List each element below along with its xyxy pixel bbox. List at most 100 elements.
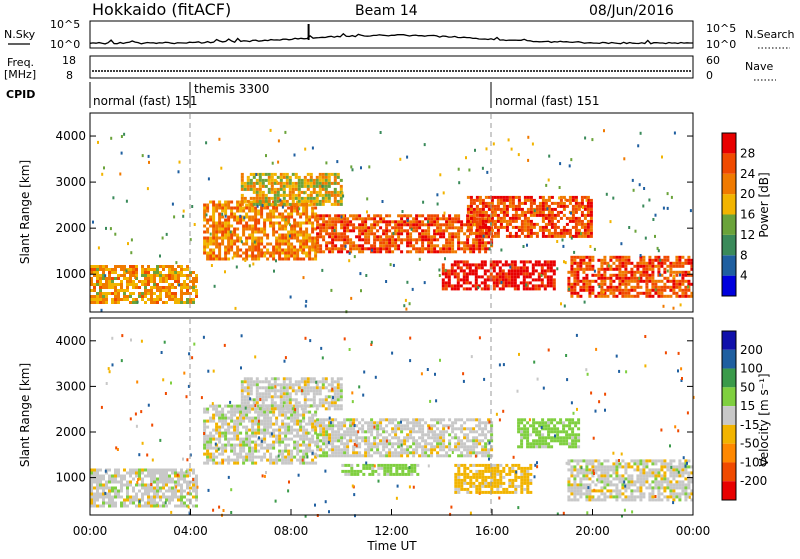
power-cell bbox=[102, 271, 105, 274]
velocity-cell bbox=[457, 439, 460, 442]
velocity-cell bbox=[340, 383, 343, 386]
velocity-cell bbox=[287, 438, 290, 441]
power-scatter-cell bbox=[359, 272, 361, 275]
power-cell bbox=[328, 197, 331, 200]
power-cell bbox=[582, 256, 585, 259]
power-cell bbox=[192, 283, 195, 286]
velocity-cell bbox=[260, 444, 263, 447]
velocity-cell bbox=[334, 386, 337, 389]
power-cell bbox=[358, 250, 361, 253]
velocity-cell bbox=[454, 464, 457, 467]
power-cell bbox=[331, 244, 334, 247]
power-cell bbox=[475, 269, 478, 272]
power-cell bbox=[418, 232, 421, 235]
power-cell bbox=[289, 182, 292, 185]
velocity-cell bbox=[265, 389, 268, 392]
power-cell bbox=[346, 223, 349, 226]
power-scatter-cell bbox=[412, 288, 414, 291]
power-cell bbox=[319, 232, 322, 235]
power-cell bbox=[409, 250, 412, 253]
velocity-cell bbox=[424, 442, 427, 445]
power-cell bbox=[183, 286, 186, 289]
power-cell bbox=[340, 235, 343, 238]
velocity-cell bbox=[472, 418, 475, 421]
power-cell bbox=[624, 283, 627, 286]
power-cell bbox=[280, 179, 283, 182]
velocity-cell bbox=[262, 404, 265, 407]
velocity-cell bbox=[322, 427, 325, 430]
velocity-cell bbox=[209, 447, 212, 450]
power-cell bbox=[227, 216, 230, 219]
power-cell bbox=[445, 250, 448, 253]
power-cell bbox=[457, 281, 460, 284]
power-cell bbox=[287, 213, 290, 216]
velocity-cell bbox=[126, 499, 129, 502]
power-scatter-cell bbox=[436, 193, 438, 196]
power-cell bbox=[639, 262, 642, 265]
power-cell bbox=[251, 246, 254, 249]
velocity-cell bbox=[406, 421, 409, 424]
velocity-cell bbox=[272, 459, 275, 462]
velocity-cell bbox=[135, 475, 138, 478]
velocity-cell bbox=[233, 444, 236, 447]
power-scatter-cell bbox=[321, 185, 323, 188]
power-cell bbox=[358, 238, 361, 241]
velocity-cell bbox=[174, 469, 177, 472]
power-cell bbox=[508, 281, 511, 284]
power-cell bbox=[494, 205, 497, 208]
power-cell bbox=[675, 256, 678, 259]
power-cell bbox=[230, 201, 233, 204]
velocity-cell bbox=[367, 451, 370, 454]
power-cell bbox=[551, 235, 554, 238]
velocity-cell bbox=[385, 451, 388, 454]
velocity-cell bbox=[275, 417, 278, 420]
power-cell bbox=[657, 280, 660, 283]
power-cell bbox=[606, 286, 609, 289]
velocity-cell bbox=[236, 432, 239, 435]
power-cell bbox=[451, 250, 454, 253]
power-cell bbox=[624, 274, 627, 277]
velocity-cell bbox=[319, 392, 322, 395]
power-cell bbox=[227, 237, 230, 240]
power-cell bbox=[259, 182, 262, 185]
power-cell bbox=[275, 207, 278, 210]
velocity-cell bbox=[218, 435, 221, 438]
power-scatter-cell bbox=[97, 141, 99, 144]
velocity-cell bbox=[280, 407, 283, 410]
power-cell bbox=[509, 232, 512, 235]
velocity-cell bbox=[263, 426, 266, 429]
power-cell bbox=[340, 250, 343, 253]
power-cell bbox=[630, 295, 633, 298]
velocity-cell bbox=[430, 454, 433, 457]
velocity-cell bbox=[275, 438, 278, 441]
power-cell bbox=[358, 229, 361, 232]
velocity-cell bbox=[230, 405, 233, 408]
power-cell bbox=[292, 191, 295, 194]
power-cell bbox=[573, 271, 576, 274]
velocity-cell bbox=[241, 404, 244, 407]
velocity-cell bbox=[241, 407, 244, 410]
power-cell bbox=[518, 208, 521, 211]
velocity-cell bbox=[361, 430, 364, 433]
power-scatter-cell bbox=[655, 288, 657, 291]
power-cell bbox=[684, 274, 687, 277]
power-cell bbox=[582, 280, 585, 283]
power-scatter-cell bbox=[178, 284, 180, 287]
velocity-cell bbox=[111, 478, 114, 481]
velocity-cell bbox=[304, 401, 307, 404]
power-cell bbox=[298, 194, 301, 197]
velocity-cell bbox=[299, 435, 302, 438]
velocity-cell bbox=[362, 464, 365, 467]
velocity-cell bbox=[439, 433, 442, 436]
power-scatter-cell bbox=[508, 138, 510, 141]
velocity-cell bbox=[257, 423, 260, 426]
power-cell bbox=[256, 188, 259, 191]
velocity-cell bbox=[203, 426, 206, 429]
velocity-cell bbox=[319, 386, 322, 389]
power-cell bbox=[224, 252, 227, 255]
velocity-cell bbox=[403, 424, 406, 427]
power-cell bbox=[325, 194, 328, 197]
power-cell bbox=[129, 301, 132, 304]
velocity-cell bbox=[286, 377, 289, 380]
power-cell bbox=[573, 289, 576, 292]
